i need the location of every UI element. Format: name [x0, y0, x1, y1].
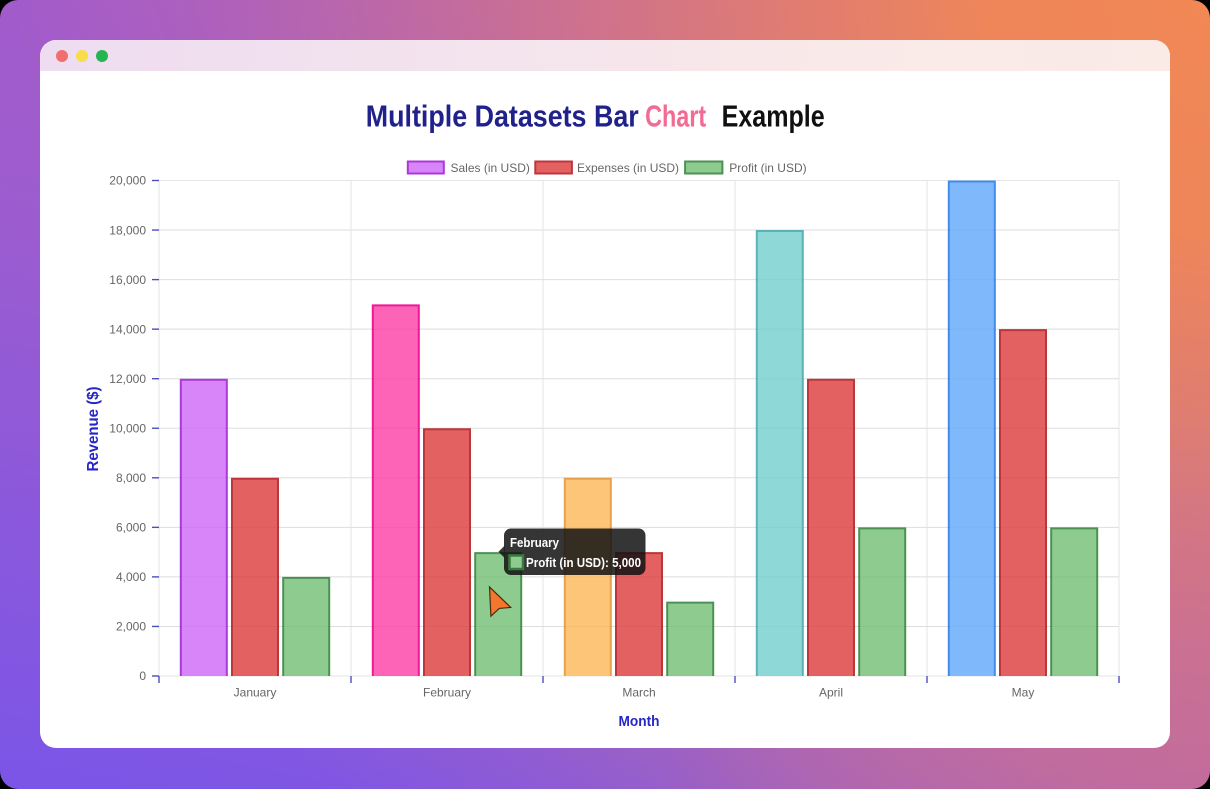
svg-text:January: January [234, 685, 277, 699]
svg-text:18,000: 18,000 [109, 223, 146, 237]
svg-text:Chart: Chart [645, 99, 706, 134]
svg-text:4,000: 4,000 [116, 570, 146, 584]
svg-text:10,000: 10,000 [109, 421, 146, 435]
svg-text:Example: Example [722, 99, 825, 134]
svg-text:March: March [622, 685, 655, 699]
svg-text:8,000: 8,000 [116, 471, 146, 485]
svg-text:February: February [423, 685, 471, 699]
svg-text:Multiple Datasets Bar: Multiple Datasets Bar [366, 99, 639, 134]
svg-text:Expenses (in USD): Expenses (in USD) [577, 161, 679, 175]
svg-text:April: April [819, 685, 843, 699]
svg-text:16,000: 16,000 [109, 273, 146, 287]
svg-text:0: 0 [139, 669, 146, 683]
svg-text:Sales (in USD): Sales (in USD) [451, 161, 530, 175]
svg-text:Profit (in USD): 5,000: Profit (in USD): 5,000 [526, 555, 641, 570]
svg-text:Month: Month [619, 713, 660, 730]
svg-text:14,000: 14,000 [109, 322, 146, 336]
svg-text:12,000: 12,000 [109, 372, 146, 386]
svg-text:6,000: 6,000 [116, 521, 146, 535]
svg-text:Profit (in USD): Profit (in USD) [729, 161, 806, 175]
svg-text:20,000: 20,000 [109, 174, 146, 188]
svg-text:2,000: 2,000 [116, 620, 146, 634]
svg-text:February: February [510, 535, 560, 550]
svg-text:Revenue ($): Revenue ($) [85, 387, 102, 472]
svg-text:May: May [1012, 685, 1035, 699]
